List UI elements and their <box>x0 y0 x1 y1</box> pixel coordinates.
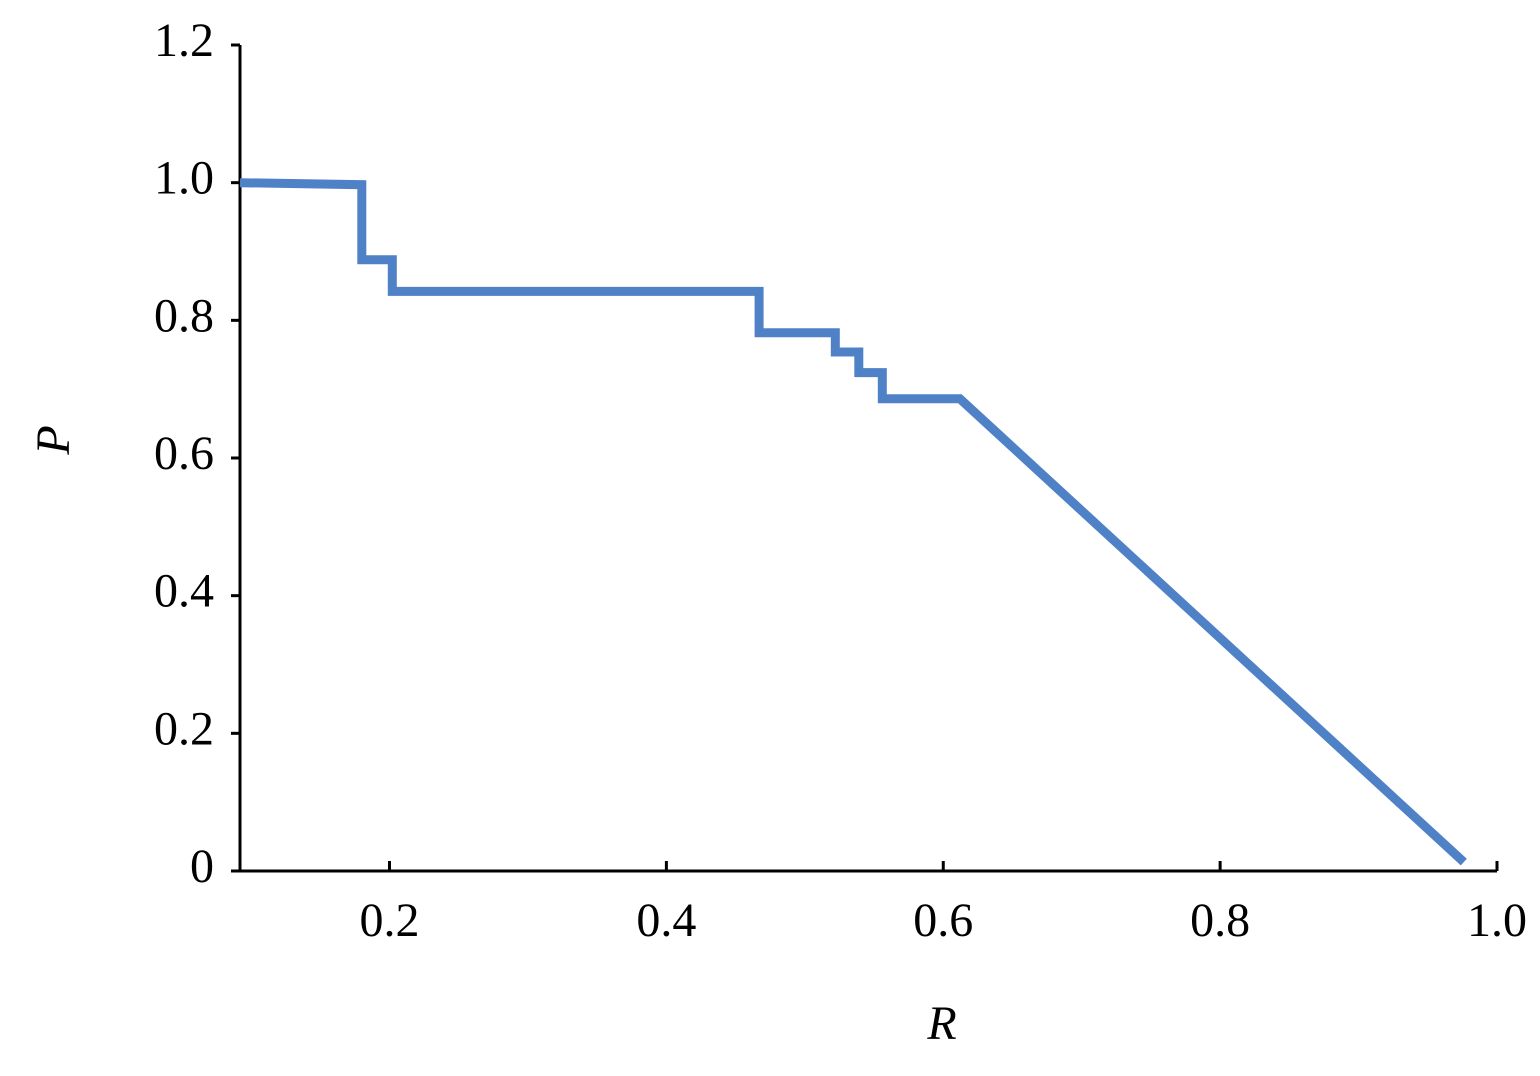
y-tick-label: 1.2 <box>154 14 214 67</box>
y-tick-label: 0.4 <box>154 565 214 618</box>
x-axis-title: R <box>926 997 956 1050</box>
y-axis-title: P <box>27 425 80 455</box>
x-tick-label: 0.8 <box>1190 894 1250 947</box>
x-tick-label: 0.6 <box>913 894 973 947</box>
x-tick-label: 0.4 <box>636 894 696 947</box>
y-tick-label: 0.6 <box>154 427 214 480</box>
y-tick-label: 0 <box>190 840 214 893</box>
x-tick-label: 1.0 <box>1467 894 1527 947</box>
y-tick-label: 0.8 <box>154 289 214 342</box>
y-tick-label: 1.0 <box>154 152 214 205</box>
x-tick-label: 0.2 <box>360 894 420 947</box>
pr-curve <box>239 178 1467 866</box>
y-tick-label: 0.2 <box>154 702 214 755</box>
